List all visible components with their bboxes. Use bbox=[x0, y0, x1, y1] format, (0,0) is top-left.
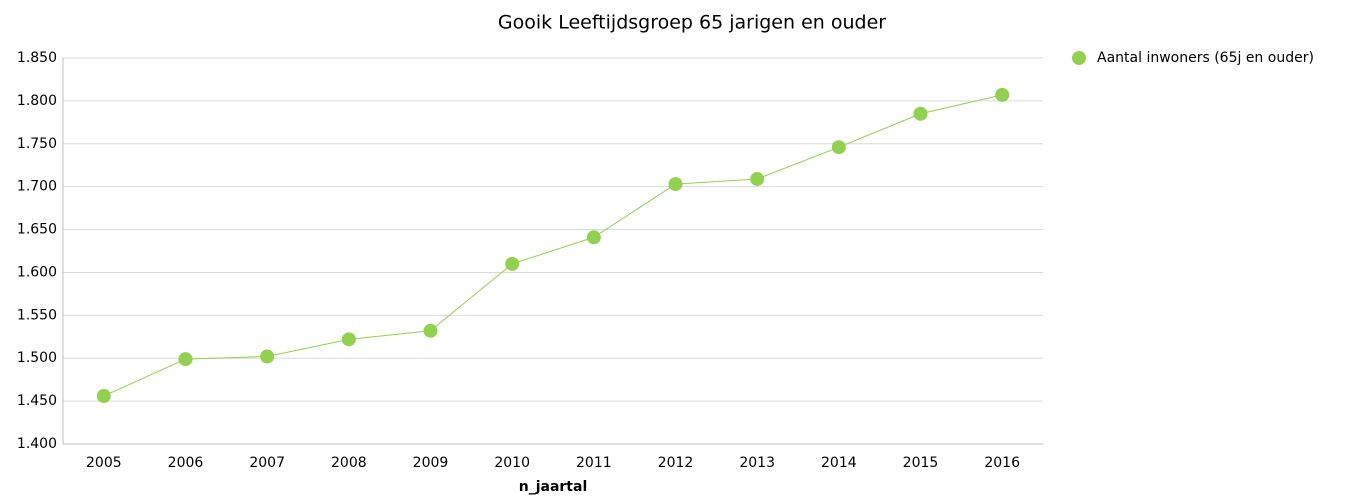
x-tick-label: 2008 bbox=[331, 455, 367, 471]
data-point bbox=[341, 332, 356, 347]
x-tick-label: 2011 bbox=[576, 455, 612, 471]
data-point bbox=[178, 352, 193, 367]
data-point bbox=[423, 323, 438, 338]
x-tick-label: 2007 bbox=[249, 455, 285, 471]
x-tick-label: 2012 bbox=[658, 455, 694, 471]
data-point bbox=[668, 177, 683, 192]
y-tick-label: 1.800 bbox=[17, 93, 57, 109]
y-tick-label: 1.700 bbox=[17, 179, 57, 195]
x-tick-label: 2009 bbox=[413, 455, 449, 471]
x-tick-label: 2016 bbox=[984, 455, 1020, 471]
x-tick-label: 2015 bbox=[903, 455, 939, 471]
data-point bbox=[995, 87, 1010, 102]
data-point bbox=[505, 256, 520, 271]
x-tick-label: 2005 bbox=[86, 455, 122, 471]
x-tick-label: 2013 bbox=[739, 455, 775, 471]
y-tick-label: 1.550 bbox=[17, 307, 57, 323]
y-tick-label: 1.400 bbox=[17, 436, 57, 452]
x-tick-label: 2014 bbox=[821, 455, 857, 471]
y-tick-label: 1.650 bbox=[17, 222, 57, 238]
data-point bbox=[260, 349, 275, 364]
y-tick-label: 1.750 bbox=[17, 136, 57, 152]
series-line bbox=[103, 94, 1003, 397]
x-tick-label: 2010 bbox=[494, 455, 530, 471]
y-tick-label: 1.450 bbox=[17, 393, 57, 409]
legend-marker bbox=[1072, 51, 1086, 65]
x-axis-label: n_jaartal bbox=[519, 479, 588, 495]
data-point bbox=[96, 388, 111, 403]
y-tick-label: 1.600 bbox=[17, 264, 57, 280]
legend-label: Aantal inwoners (65j en ouder) bbox=[1097, 50, 1314, 66]
chart-title: Gooik Leeftijdsgroep 65 jarigen en ouder bbox=[498, 12, 886, 34]
x-tick-label: 2006 bbox=[168, 455, 204, 471]
data-point bbox=[750, 171, 765, 186]
y-tick-label: 1.850 bbox=[17, 50, 57, 66]
data-point bbox=[586, 230, 601, 245]
data-point bbox=[831, 140, 846, 155]
data-point bbox=[913, 106, 928, 121]
y-tick-label: 1.500 bbox=[17, 350, 57, 366]
